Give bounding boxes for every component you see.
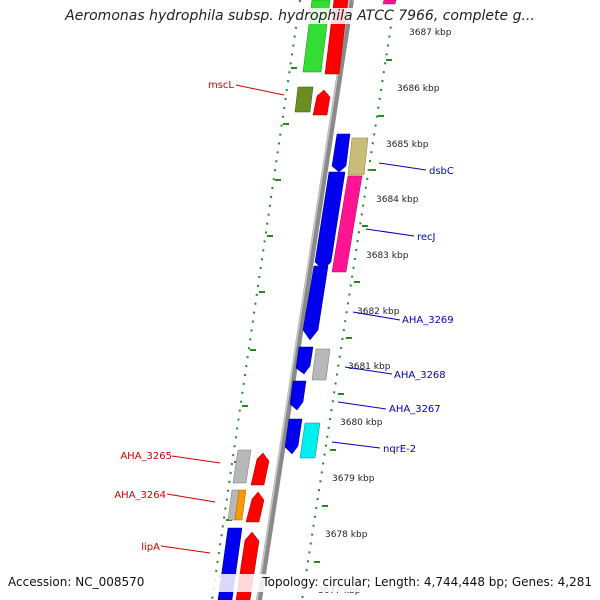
gene-arrow-blue-AHA_3269[interactable] xyxy=(302,265,329,341)
gene-arrow-red-AHA_3264[interactable] xyxy=(245,491,265,523)
gene-block-cyan-nqrE-2[interactable] xyxy=(299,422,321,459)
gene-block-pink-top[interactable] xyxy=(382,0,397,5)
gene-label-AHA_3268[interactable]: AHA_3268 xyxy=(394,370,446,381)
map-title: Aeromonas hydrophila subsp. hydrophila A… xyxy=(0,8,600,24)
gene-arrow-blue-AHA_3267[interactable] xyxy=(289,380,307,411)
inner-tick-marks xyxy=(314,59,392,563)
topology-text: Topology: circular; Length: 4,744,448 bp… xyxy=(262,575,592,589)
gene-label-recJ[interactable]: recJ xyxy=(417,232,436,243)
outer-ring-dots xyxy=(211,0,301,600)
gene-block-khaki-dsbC[interactable] xyxy=(347,137,369,176)
gene-arrow-blue-dsbC[interactable] xyxy=(331,133,351,173)
forward-strand-genes xyxy=(217,0,349,600)
gene-block-gray-AHA_3265[interactable] xyxy=(232,449,252,484)
gene-label-dsbC[interactable]: dsbC xyxy=(429,166,454,177)
gene-arrow-red-AHA_3265[interactable] xyxy=(250,452,270,486)
tick-label-3680: 3680 kbp xyxy=(340,418,383,428)
gene-arrow-blue-nqrE-2[interactable] xyxy=(284,418,303,455)
tick-label-3678: 3678 kbp xyxy=(325,530,368,540)
reverse-strand-genes xyxy=(284,0,397,459)
gene-label-mscL[interactable]: mscL xyxy=(208,80,234,91)
gene-label-AHA_3264[interactable]: AHA_3264 xyxy=(114,490,166,501)
kbp-tick-labels: 3687 kbp 3686 kbp 3685 kbp 3684 kbp 3683… xyxy=(318,28,452,596)
tick-label-3687: 3687 kbp xyxy=(409,28,452,38)
genome-backbone xyxy=(256,0,354,600)
inner-ring-dots xyxy=(301,0,396,600)
gene-arrow-red-mscL[interactable] xyxy=(312,89,331,116)
gene-label-nqrE-2[interactable]: nqrE-2 xyxy=(383,444,416,455)
gene-block-pink-recJ[interactable] xyxy=(331,175,363,273)
gene-label-AHA_3265[interactable]: AHA_3265 xyxy=(120,451,172,462)
gene-labels: mscL AHA_3265 AHA_3264 lipA dsbC recJ AH… xyxy=(114,80,454,553)
tick-label-3685: 3685 kbp xyxy=(386,140,429,150)
tick-label-3684: 3684 kbp xyxy=(376,195,419,205)
tick-label-3686: 3686 kbp xyxy=(397,84,440,94)
accession-text: Accession: NC_008570 xyxy=(8,575,145,589)
gene-label-AHA_3269[interactable]: AHA_3269 xyxy=(402,315,454,326)
genome-backbone-highlight xyxy=(256,0,350,600)
gene-label-AHA_3267[interactable]: AHA_3267 xyxy=(389,404,441,415)
tick-label-3683: 3683 kbp xyxy=(366,251,409,261)
map-footer: Accession: NC_008570 Topology: circular;… xyxy=(0,574,600,592)
gene-label-lipA[interactable]: lipA xyxy=(141,542,160,553)
gene-block-gray-AHA_3268[interactable] xyxy=(311,348,331,381)
tick-label-3682: 3682 kbp xyxy=(357,307,400,317)
tick-label-3681: 3681 kbp xyxy=(348,362,391,372)
label-leader-lines xyxy=(160,84,427,554)
gene-block-orange-AHA_3264[interactable] xyxy=(234,489,247,521)
tick-label-3679: 3679 kbp xyxy=(332,474,375,484)
gene-arrow-blue-AHA_3268[interactable] xyxy=(295,346,314,375)
gene-block-olive-mscL[interactable] xyxy=(294,86,314,113)
